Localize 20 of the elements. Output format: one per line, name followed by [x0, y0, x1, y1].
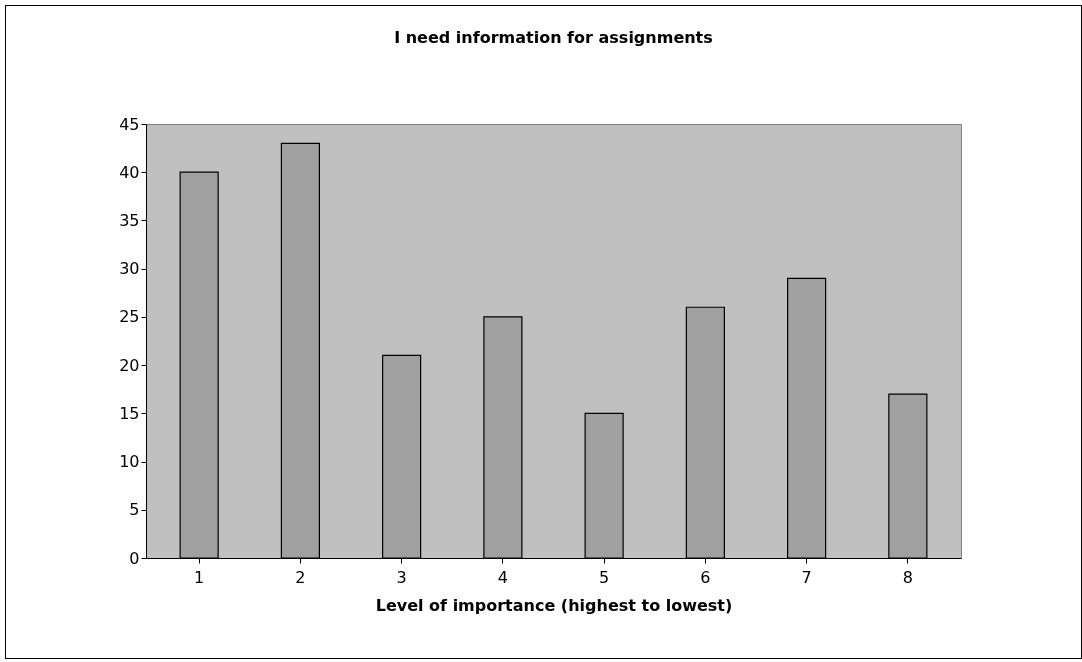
chart-title: I need information for assignments [394, 28, 713, 47]
x-tick-label: 4 [497, 567, 508, 587]
y-tick-label: 35 [119, 210, 140, 230]
x-axis-title: Level of importance (highest to lowest) [375, 595, 733, 615]
y-tick-label: 30 [119, 259, 140, 279]
x-tick-label: 3 [396, 567, 407, 587]
x-tick-label: 1 [194, 567, 205, 587]
x-tick-label: 8 [902, 567, 913, 587]
y-tick-label: 10 [119, 452, 140, 472]
y-tick-label: 40 [119, 162, 140, 182]
x-tick-label: 5 [599, 567, 610, 587]
y-tick-label: 25 [119, 307, 140, 327]
y-tick-label: 20 [119, 355, 140, 375]
x-tick-label: 2 [295, 567, 306, 587]
y-tick-label: 0 [129, 548, 140, 568]
x-tick-label: 7 [801, 567, 812, 587]
y-tick-label: 45 [119, 114, 140, 134]
y-tick-label: 15 [119, 403, 140, 423]
x-tick-label: 6 [700, 567, 711, 587]
y-tick-label: 5 [129, 500, 140, 520]
